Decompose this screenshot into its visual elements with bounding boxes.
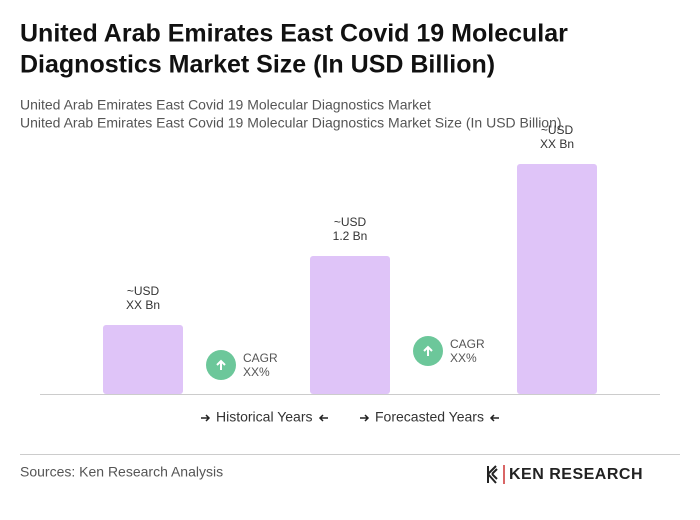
legend-label: Forecasted Years [375,409,484,425]
value-label: XX Bn [540,137,574,151]
subtitle: United Arab Emirates East Covid 19 Molec… [20,97,431,113]
cagr-label: CAGR [243,351,278,365]
logo-text: KEN RESEARCH [509,466,643,483]
legend-arrow [201,414,211,422]
legend-arrow [360,414,370,422]
value-label: ~USD [334,215,367,229]
bar [517,164,597,394]
chart-title: Diagnostics Market Size (In USD Billion) [20,51,495,79]
logo: KEN RESEARCH [487,465,643,484]
legend-arrow [318,414,328,422]
source: Sources: Ken Research Analysis [20,464,223,480]
cagr-label: CAGR [450,337,485,351]
bar [103,325,183,394]
legend-label: Historical Years [216,409,313,425]
cagr-arrow [216,359,226,370]
subtitle: United Arab Emirates East Covid 19 Molec… [20,115,562,131]
logo-mark [487,465,498,484]
cagr-label: XX% [450,351,477,365]
bar [310,256,390,394]
cagr-label: XX% [243,365,270,379]
legend-arrow [489,414,499,422]
value-label: 1.2 Bn [333,229,368,243]
value-label: ~USD [541,123,574,137]
cagr-arrow [423,345,433,356]
chart-title: United Arab Emirates East Covid 19 Molec… [20,20,568,48]
value-label: XX Bn [126,298,160,312]
value-label: ~USD [127,284,160,298]
